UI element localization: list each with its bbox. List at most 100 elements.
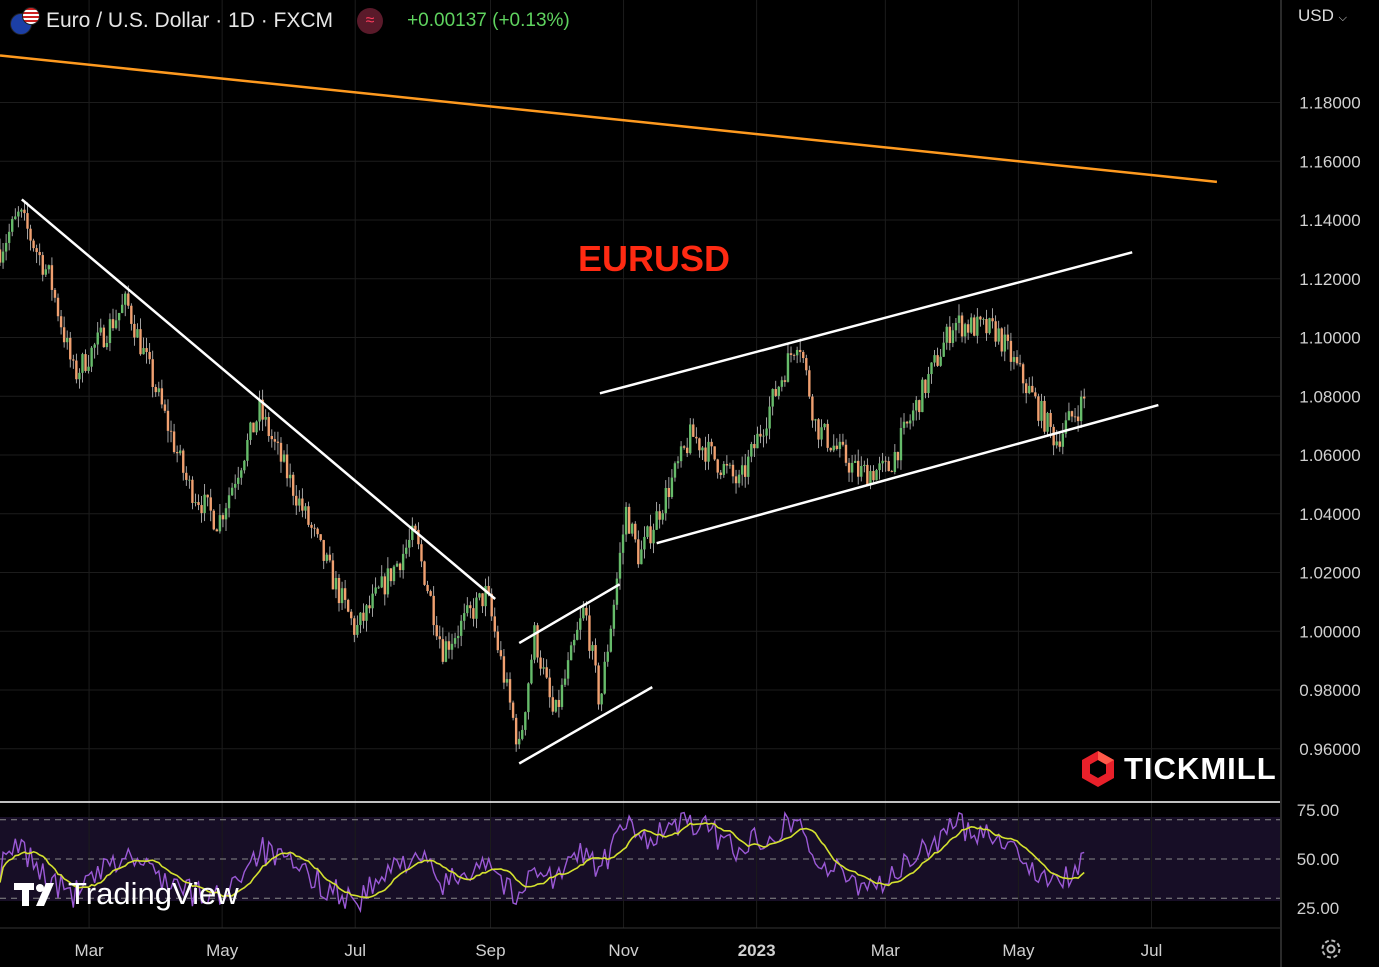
candle: [502, 649, 506, 690]
candle: [38, 243, 41, 266]
candle: [304, 503, 307, 519]
candle: [759, 424, 762, 444]
trendline: [656, 403, 1159, 545]
candle: [783, 375, 787, 387]
price-axis[interactable]: 1.18000 1.16000 1.14000 1.12000 1.10000 1.080…: [1299, 94, 1360, 759]
currency-label: USD: [1298, 6, 1334, 25]
candle: [1018, 354, 1022, 367]
candle: [414, 523, 417, 531]
candle: [331, 553, 335, 590]
candle: [811, 393, 814, 428]
candle: [826, 419, 829, 452]
candle: [927, 366, 930, 398]
candle: [111, 308, 115, 331]
candle: [664, 480, 667, 521]
candle: [133, 314, 136, 346]
candle: [673, 461, 677, 482]
candle: [301, 488, 304, 518]
candle: [96, 322, 99, 355]
rsi-tick-label: 25.00: [1297, 899, 1340, 918]
candle: [802, 350, 805, 364]
candle: [704, 436, 707, 471]
candle: [343, 579, 347, 609]
candle: [53, 287, 57, 303]
candle: [853, 454, 857, 463]
candle: [780, 376, 784, 392]
candle: [676, 456, 680, 469]
candle: [44, 264, 48, 278]
candle: [7, 223, 11, 251]
candle: [878, 456, 881, 480]
candle: [569, 641, 573, 661]
indicator-wave-icon[interactable]: ≈: [357, 8, 384, 34]
candle: [237, 466, 240, 490]
candle: [1052, 424, 1055, 456]
candle: [197, 494, 200, 511]
currency-selector[interactable]: USD ⌵: [1298, 6, 1347, 26]
candle: [362, 603, 365, 629]
time-axis[interactable]: Mar May Jul Sep Nov 2023 Mar May Jul: [74, 941, 1162, 960]
candle: [99, 318, 102, 336]
gear-icon[interactable]: [1319, 937, 1343, 961]
candle: [172, 423, 176, 454]
candle: [371, 584, 374, 617]
candle: [792, 353, 796, 361]
candle: [689, 418, 692, 455]
candle: [221, 512, 225, 528]
candle: [160, 379, 164, 409]
candle: [240, 467, 243, 485]
candle: [194, 493, 197, 507]
time-tick-label: Nov: [608, 941, 639, 960]
candle: [447, 632, 451, 659]
platform-logo: TradingView: [14, 876, 239, 912]
candle: [1043, 396, 1046, 435]
candle: [777, 385, 780, 400]
candle: [646, 525, 649, 540]
candle: [985, 309, 988, 341]
candle: [499, 641, 503, 660]
candle: [554, 699, 558, 713]
candle: [249, 421, 252, 445]
candle: [973, 314, 976, 337]
candle: [658, 503, 661, 529]
candle: [857, 449, 860, 485]
candle: [988, 317, 991, 335]
candle: [692, 418, 695, 438]
candle: [924, 379, 927, 399]
candle: [1061, 422, 1065, 455]
price-tick-label: 1.16000: [1299, 152, 1360, 171]
candle: [478, 592, 481, 601]
candle: [1058, 431, 1061, 452]
candle: [102, 324, 106, 348]
candle: [979, 315, 982, 327]
candle: [182, 448, 185, 481]
candle: [915, 396, 918, 421]
candle: [893, 444, 897, 475]
candle: [679, 441, 683, 468]
candle: [56, 293, 60, 322]
candle: [20, 208, 23, 218]
candle: [579, 606, 582, 640]
candle: [0, 238, 2, 267]
candle: [548, 668, 551, 708]
candle: [313, 523, 316, 537]
candle: [661, 509, 664, 525]
candle: [734, 469, 738, 494]
candle: [722, 461, 726, 478]
candle: [939, 348, 942, 367]
candle: [841, 433, 845, 447]
trendline: [599, 251, 1133, 395]
candle: [652, 523, 655, 554]
candle: [618, 542, 622, 590]
candle: [948, 316, 952, 351]
candle: [215, 528, 219, 532]
candle: [820, 419, 823, 447]
candle: [319, 534, 322, 542]
candle: [200, 495, 203, 523]
candle: [377, 585, 380, 589]
symbol-title[interactable]: Euro / U.S. Dollar · 1D · FXCM: [46, 9, 334, 32]
candle: [850, 454, 854, 483]
candle: [637, 530, 640, 568]
candle: [997, 320, 1000, 345]
